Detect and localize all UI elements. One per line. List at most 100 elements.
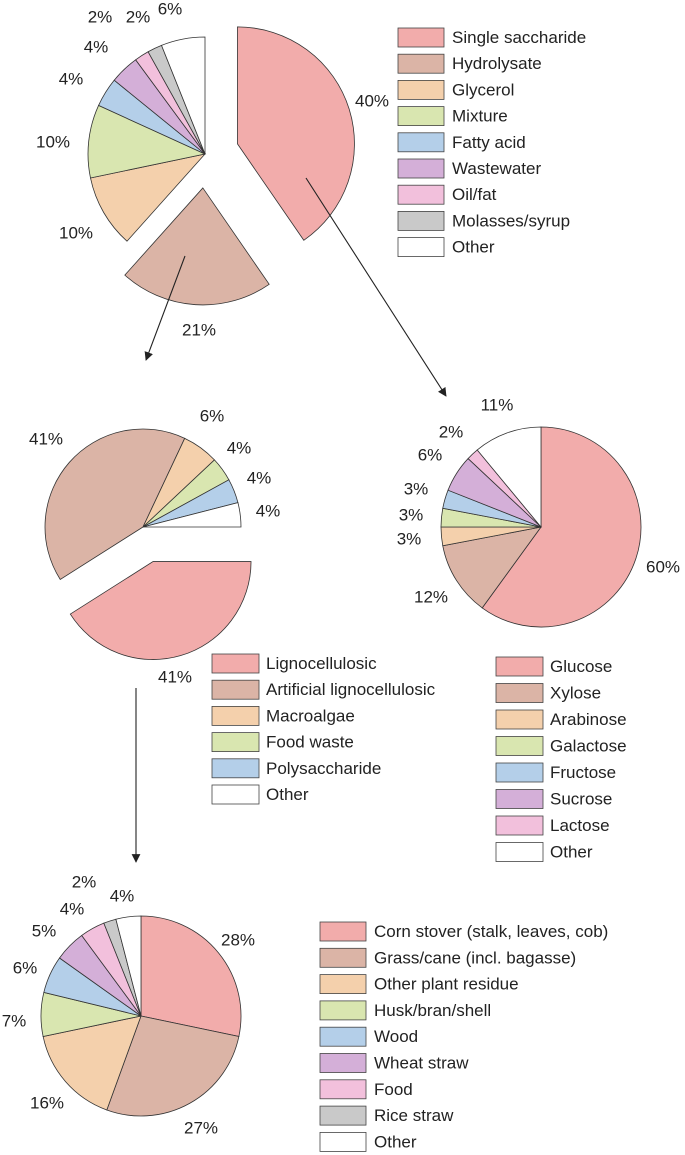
- legend-swatch-other: [495, 842, 544, 862]
- slice-label-polysaccharide: 4%: [247, 468, 272, 487]
- legend-swatch-lignocellulosic: [211, 653, 260, 674]
- legend-swatch-corn-stover-stalk-leaves-cob: [319, 921, 367, 942]
- legend-label-polysaccharide: Polysaccharide: [266, 759, 381, 778]
- slice-label-oil-fat: 2%: [88, 7, 113, 26]
- legend-swatch-husk-bran-shell: [319, 1000, 367, 1021]
- legend-swatch-rice-straw: [319, 1105, 367, 1126]
- legend-swatch-xylose: [495, 683, 544, 703]
- slice-label-other: 4%: [110, 886, 135, 905]
- legend-label-oil-fat: Oil/fat: [452, 185, 497, 204]
- slice-label-other: 4%: [256, 501, 281, 520]
- pie-slice-other: [115, 915, 142, 1017]
- pie-chart-4: [40, 915, 242, 1117]
- legend-label-lignocellulosic: Lignocellulosic: [266, 654, 377, 673]
- slice-label-galactose: 3%: [399, 505, 424, 524]
- legend-label-xylose: Xylose: [550, 683, 601, 702]
- legend-swatch-other: [319, 1132, 367, 1152]
- legend-label-arabinose: Arabinose: [550, 710, 627, 729]
- legend-label-molasses-syrup: Molasses/syrup: [452, 211, 570, 230]
- slice-label-xylose: 12%: [414, 587, 448, 606]
- slice-label-molasses-syrup: 2%: [126, 7, 151, 26]
- legend-label-wastewater: Wastewater: [452, 159, 541, 178]
- legend-label-food: Food: [374, 1080, 413, 1099]
- legend-1: Single saccharide Hydrolysate Glycerol Mixt…: [397, 27, 586, 258]
- slice-label-fructose: 3%: [404, 479, 429, 498]
- legend-label-grass-cane-incl-bagasse: Grass/cane (incl. bagasse): [374, 948, 576, 967]
- slice-label-macroalgae: 6%: [200, 406, 225, 425]
- legend-label-food-waste: Food waste: [266, 733, 354, 752]
- slice-label-lactose: 2%: [439, 422, 464, 441]
- slice-label-other-plant-residue: 16%: [30, 1093, 64, 1112]
- slice-label-other: 11%: [481, 395, 514, 414]
- pie-slice-grass-cane-incl-bagasse: [106, 1015, 240, 1117]
- legend-label-other: Other: [452, 238, 495, 257]
- legend-swatch-wheat-straw: [319, 1053, 367, 1073]
- legend-label-other: Other: [374, 1132, 417, 1151]
- slice-label-husk-bran-shell: 7%: [2, 1011, 27, 1030]
- slice-label-glucose: 60%: [646, 557, 680, 576]
- legend-label-lactose: Lactose: [550, 816, 610, 835]
- pie-slice-other: [160, 36, 206, 155]
- legend-label-husk-bran-shell: Husk/bran/shell: [374, 1001, 491, 1020]
- pie-chart-2: [44, 428, 252, 660]
- slice-label-single-saccharide: 40%: [355, 91, 389, 110]
- legend-swatch-other-plant-residue: [319, 974, 367, 994]
- legend-swatch-other: [397, 237, 445, 258]
- pie-slice-hydrolysate: [124, 187, 270, 306]
- legend-label-wheat-straw: Wheat straw: [374, 1053, 469, 1072]
- pie-slice-artificial-lignocellulosic: [44, 428, 186, 581]
- legend-swatch-macroalgae: [211, 706, 260, 726]
- slice-label-mixture: 10%: [36, 132, 70, 151]
- legend-swatch-food: [319, 1079, 367, 1100]
- legend-label-macroalgae: Macroalgae: [266, 706, 355, 725]
- pie-slice-other: [476, 426, 542, 529]
- legend-swatch-lactose: [495, 815, 544, 836]
- pie-slice-glycerol: [90, 153, 207, 242]
- slice-label-food: 4%: [60, 899, 85, 918]
- legend-swatch-mixture: [397, 106, 445, 126]
- legend-label-other-plant-residue: Other plant residue: [374, 975, 519, 994]
- legend-label-corn-stover-stalk-leaves-cob: Corn stover (stalk, leaves, cob): [374, 922, 608, 941]
- slice-label-food-waste: 4%: [227, 438, 252, 457]
- pie-charts: [40, 26, 642, 1117]
- legend-label-fructose: Fructose: [550, 763, 616, 782]
- legend-swatch-sucrose: [495, 789, 544, 809]
- slice-label-wheat-straw: 5%: [32, 921, 57, 940]
- legend-label-sucrose: Sucrose: [550, 789, 612, 808]
- pie-slice-other-plant-residue: [42, 1015, 142, 1111]
- legend-label-wood: Wood: [374, 1027, 418, 1046]
- slice-label-arabinose: 3%: [397, 529, 422, 548]
- legend-swatch-oil-fat: [397, 184, 445, 205]
- legend-swatch-arabinose: [495, 709, 544, 730]
- legend-label-artificial-lignocellulosic: Artificial lignocellulosic: [266, 680, 436, 699]
- legend-2: Lignocellulosic Artificial lignocellulosi…: [211, 653, 436, 805]
- legend-label-other: Other: [266, 785, 309, 804]
- slice-label-lignocellulosic: 41%: [158, 667, 192, 686]
- slice-labels: 40%21%10%10%4%4%2% 2% 6%41%41%6%4%4%4%60%1…: [2, 0, 680, 1137]
- legend-swatch-other: [211, 784, 260, 805]
- slice-label-wastewater: 4%: [84, 37, 109, 56]
- pie-slice-lignocellulosic: [69, 561, 252, 660]
- legend-4: Corn stover (stalk, leaves, cob) Grass/ca…: [319, 921, 608, 1152]
- arrow-saccharide-breakdown: [305, 177, 447, 397]
- legend-swatch-artificial-lignocellulosic: [211, 679, 260, 700]
- slice-label-wood: 6%: [13, 958, 38, 977]
- legend-swatch-polysaccharide: [211, 758, 260, 779]
- slice-label-rice-straw: 2%: [72, 872, 97, 891]
- pie-slice-glucose: [481, 426, 642, 628]
- arrow-hydrolysate-breakdown: [144, 255, 186, 361]
- pie-slice-mixture: [87, 104, 207, 179]
- legend-swatch-single-saccharide: [397, 27, 445, 48]
- legend-swatch-glycerol: [397, 80, 445, 100]
- legend-swatch-food-waste: [211, 732, 260, 752]
- legend-3: Glucose Xylose Arabinose Galactose Fructose S…: [495, 656, 627, 862]
- legend-swatch-grass-cane-incl-bagasse: [319, 947, 367, 968]
- legend-label-galactose: Galactose: [550, 736, 627, 755]
- legend-swatch-wastewater: [397, 158, 445, 179]
- legend-label-rice-straw: Rice straw: [374, 1106, 454, 1125]
- legend-label-glucose: Glucose: [550, 657, 612, 676]
- pie-slice-corn-stover-stalk-leaves-cob: [140, 915, 242, 1037]
- legend-label-single-saccharide: Single saccharide: [452, 28, 586, 47]
- pie-chart-3: [440, 426, 642, 628]
